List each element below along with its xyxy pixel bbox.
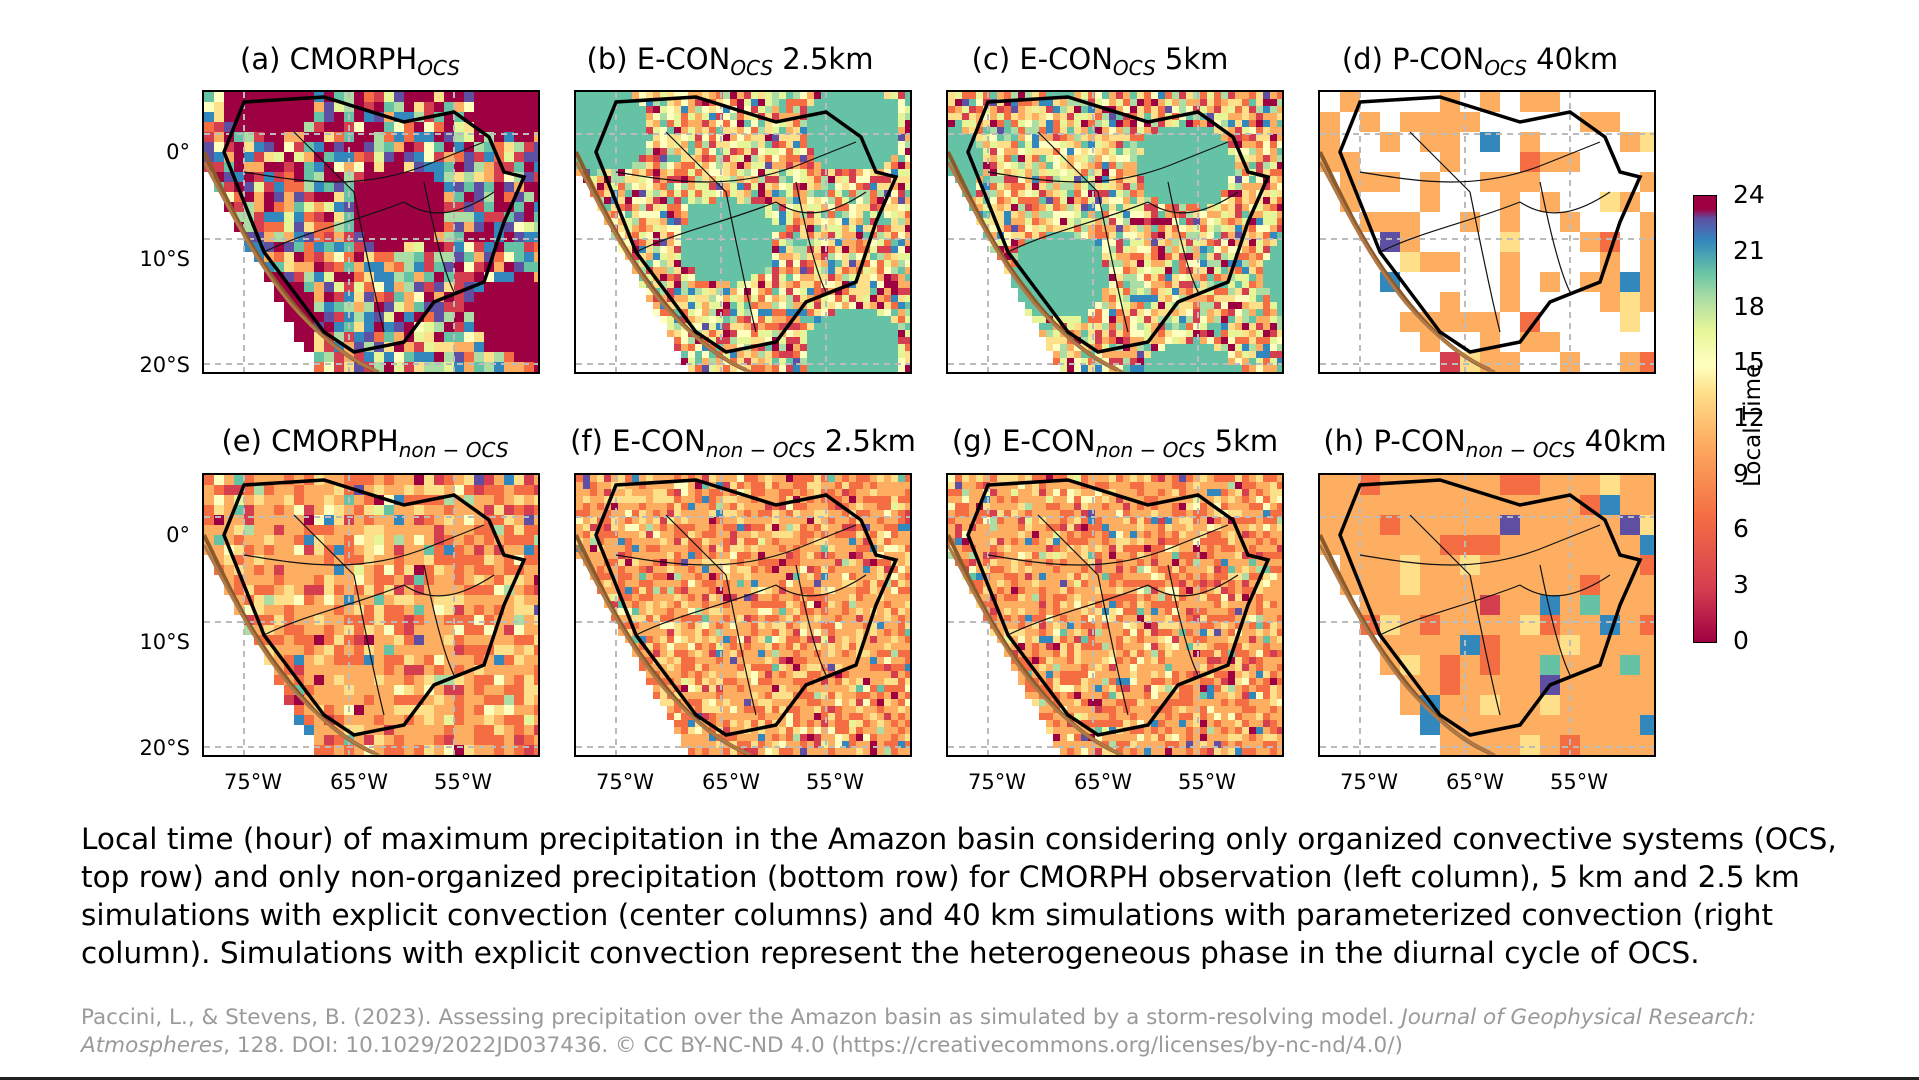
precip-map-b xyxy=(576,92,910,372)
panel-title-prefix: (c) E-CON xyxy=(971,42,1113,76)
precip-field xyxy=(204,475,538,755)
colorbar-tick-9: 9 xyxy=(1733,459,1749,488)
panel-title-prefix: (a) CMORPH xyxy=(240,42,418,76)
precip-map-f xyxy=(576,475,910,755)
panel-title-subscript: OCS xyxy=(1484,56,1527,80)
figure-caption: Local time (hour) of maximum precipitati… xyxy=(81,822,1837,970)
lat-label-20s-top: 20°S xyxy=(139,353,190,377)
lon-label-65w-c: 65°W xyxy=(1074,770,1132,794)
map-panel-c xyxy=(946,90,1284,374)
panel-title-prefix: (b) E-CON xyxy=(586,42,731,76)
lon-label-55w-a: 55°W xyxy=(434,770,492,794)
panel-title-subscript: non − OCS xyxy=(398,438,509,462)
basin-outline xyxy=(594,478,899,737)
panel-title-suffix: 40km xyxy=(1575,424,1667,458)
panel-title-subscript: non − OCS xyxy=(1465,438,1576,462)
colorbar xyxy=(1693,195,1717,643)
panel-title-d: (d) P-CONOCS 40km xyxy=(1300,42,1660,80)
panel-title-b: (b) E-CONOCS 2.5km xyxy=(560,42,900,80)
colorbar-tick-21: 21 xyxy=(1733,236,1765,265)
lon-label-55w-b: 55°W xyxy=(806,770,864,794)
lon-label-75w-a: 75°W xyxy=(224,770,282,794)
precip-map-g xyxy=(948,475,1282,755)
basin-outline xyxy=(1338,95,1643,354)
lon-label-75w-c: 75°W xyxy=(968,770,1026,794)
colorbar-tick-18: 18 xyxy=(1733,292,1765,321)
lon-label-55w-c: 55°W xyxy=(1178,770,1236,794)
precip-map-c xyxy=(948,92,1282,372)
panel-title-prefix: (h) P-CON xyxy=(1323,424,1466,458)
panel-title-a: (a) CMORPHOCS xyxy=(200,42,500,80)
precip-field xyxy=(1320,92,1654,372)
map-panel-d xyxy=(1318,90,1656,374)
lat-label-20s-bottom: 20°S xyxy=(139,736,190,760)
lon-label-75w-b: 75°W xyxy=(596,770,654,794)
map-panel-a xyxy=(202,90,540,374)
panel-title-f: (f) E-CONnon − OCS 2.5km xyxy=(558,424,928,462)
basin-outline xyxy=(966,478,1271,737)
figure-credit: Paccini, L., & Stevens, B. (2023). Asses… xyxy=(81,1004,1861,1060)
panel-title-subscript: OCS xyxy=(1112,56,1156,80)
panel-title-subscript: non − OCS xyxy=(705,438,816,462)
panel-title-g: (g) E-CONnon − OCS 5km xyxy=(940,424,1290,462)
basin-outline xyxy=(222,478,527,737)
credit-authors: Paccini, L., & Stevens, B. (2023). Asses… xyxy=(81,1005,1402,1030)
lon-label-55w-d: 55°W xyxy=(1550,770,1608,794)
lat-label-0-top: 0° xyxy=(166,140,190,164)
map-panel-h xyxy=(1318,473,1656,757)
credit-journal: Journal of Geophysical Research: Atmosph… xyxy=(81,1005,1756,1058)
panel-title-subscript: non − OCS xyxy=(1095,438,1206,462)
map-panel-g xyxy=(946,473,1284,757)
colorbar-tick-3: 3 xyxy=(1733,570,1749,599)
panel-title-subscript: OCS xyxy=(730,56,774,80)
precip-field xyxy=(948,475,1282,755)
colorbar-tick-24: 24 xyxy=(1733,180,1765,209)
panel-title-c: (c) E-CONOCS 5km xyxy=(930,42,1270,80)
panel-title-subscript: OCS xyxy=(417,56,460,80)
lat-label-10s-bottom: 10°S xyxy=(139,630,190,654)
colorbar-tick-15: 15 xyxy=(1733,347,1765,376)
credit-rest: , 128. DOI: 10.1029/2022JD037436. © CC B… xyxy=(223,1033,1403,1058)
panel-title-suffix: 2.5km xyxy=(773,42,874,76)
precip-map-e xyxy=(204,475,538,755)
panel-title-suffix: 40km xyxy=(1526,42,1619,76)
colorbar-tick-0: 0 xyxy=(1733,626,1749,655)
panel-title-suffix: 5km xyxy=(1205,424,1279,458)
lon-label-75w-d: 75°W xyxy=(1340,770,1398,794)
precip-field xyxy=(948,92,1282,372)
colorbar-tick-12: 12 xyxy=(1733,403,1765,432)
colorbar-tick-6: 6 xyxy=(1733,514,1749,543)
panel-title-suffix: 2.5km xyxy=(815,424,916,458)
lon-label-65w-d: 65°W xyxy=(1446,770,1504,794)
precip-map-d xyxy=(1320,92,1654,372)
bottom-rule xyxy=(0,1077,1919,1080)
panel-title-prefix: (g) E-CON xyxy=(951,424,1096,458)
lon-label-65w-a: 65°W xyxy=(330,770,388,794)
panel-title-e: (e) CMORPHnon − OCS xyxy=(200,424,530,462)
panel-title-h: (h) P-CONnon − OCS 40km xyxy=(1310,424,1680,462)
map-panel-b xyxy=(574,90,912,374)
precip-map-h xyxy=(1320,475,1654,755)
basin-outline xyxy=(594,95,899,354)
basin-outline xyxy=(1338,478,1643,737)
map-panel-f xyxy=(574,473,912,757)
colorbar-title: Local Time xyxy=(1740,363,1766,487)
panel-title-prefix: (e) CMORPH xyxy=(221,424,399,458)
basin-outline xyxy=(222,95,527,354)
precip-map-a xyxy=(204,92,538,372)
precip-field xyxy=(576,475,910,755)
panel-title-prefix: (d) P-CON xyxy=(1341,42,1485,76)
panel-title-prefix: (f) E-CON xyxy=(570,424,706,458)
map-panel-e xyxy=(202,473,540,757)
lat-label-10s-top: 10°S xyxy=(139,247,190,271)
lat-label-0-bottom: 0° xyxy=(166,523,190,547)
panel-title-suffix: 5km xyxy=(1155,42,1229,76)
lon-label-65w-b: 65°W xyxy=(702,770,760,794)
basin-outline xyxy=(966,95,1271,354)
